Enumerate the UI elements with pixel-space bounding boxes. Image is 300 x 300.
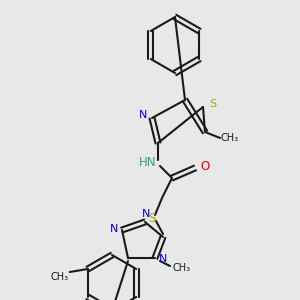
- Text: S: S: [209, 99, 217, 109]
- Text: N: N: [159, 254, 167, 264]
- Text: HN: HN: [139, 157, 157, 169]
- Text: CH₃: CH₃: [221, 133, 239, 143]
- Text: CH₃: CH₃: [173, 263, 191, 273]
- Text: N: N: [142, 209, 150, 219]
- Text: N: N: [110, 224, 118, 234]
- Text: CH₃: CH₃: [51, 272, 69, 282]
- Text: S: S: [148, 212, 156, 224]
- Text: O: O: [200, 160, 210, 173]
- Text: N: N: [139, 110, 147, 120]
